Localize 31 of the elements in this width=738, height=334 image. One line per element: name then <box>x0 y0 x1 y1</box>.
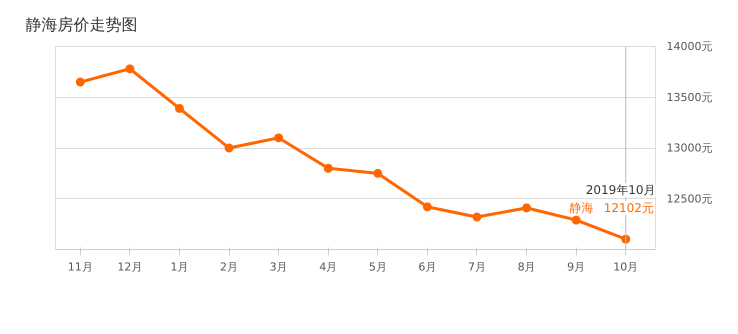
point <box>274 133 284 142</box>
series-label: 静海 <box>570 201 594 216</box>
point <box>422 202 432 212</box>
x-tick-label: 5月 <box>368 260 387 274</box>
point <box>522 203 532 212</box>
x-tick-label: 2月 <box>220 260 238 274</box>
point <box>324 164 333 173</box>
x-tick-label: 12月 <box>117 260 142 274</box>
data-label: 12102元 <box>604 201 654 216</box>
point <box>224 144 234 152</box>
x-tick-label: 6月 <box>418 260 436 274</box>
x-tick-label: 4月 <box>319 260 338 274</box>
x-tick-label: 8月 <box>518 260 536 274</box>
x-tick-label: 9月 <box>567 260 586 274</box>
point <box>472 212 482 222</box>
x-tick-label: 7月 <box>468 260 486 274</box>
chart-title: 静海房价走势图 <box>26 15 138 34</box>
y-tick-label: 12500元 <box>666 192 712 206</box>
point <box>125 64 134 74</box>
annotation: 2019年10月 <box>586 183 656 198</box>
point <box>572 216 581 225</box>
x-tick-label: 3月 <box>270 260 288 274</box>
y-tick-label: 13000元 <box>666 142 712 154</box>
y-tick-label: 13500元 <box>666 90 712 104</box>
y-tick-label: 14000元 <box>666 40 712 53</box>
x-tick-label: 10月 <box>613 260 638 274</box>
point <box>174 104 184 113</box>
x-tick-label: 11月 <box>68 260 93 274</box>
point <box>373 168 382 178</box>
point <box>76 78 85 87</box>
x-tick-label: 1月 <box>170 260 188 274</box>
